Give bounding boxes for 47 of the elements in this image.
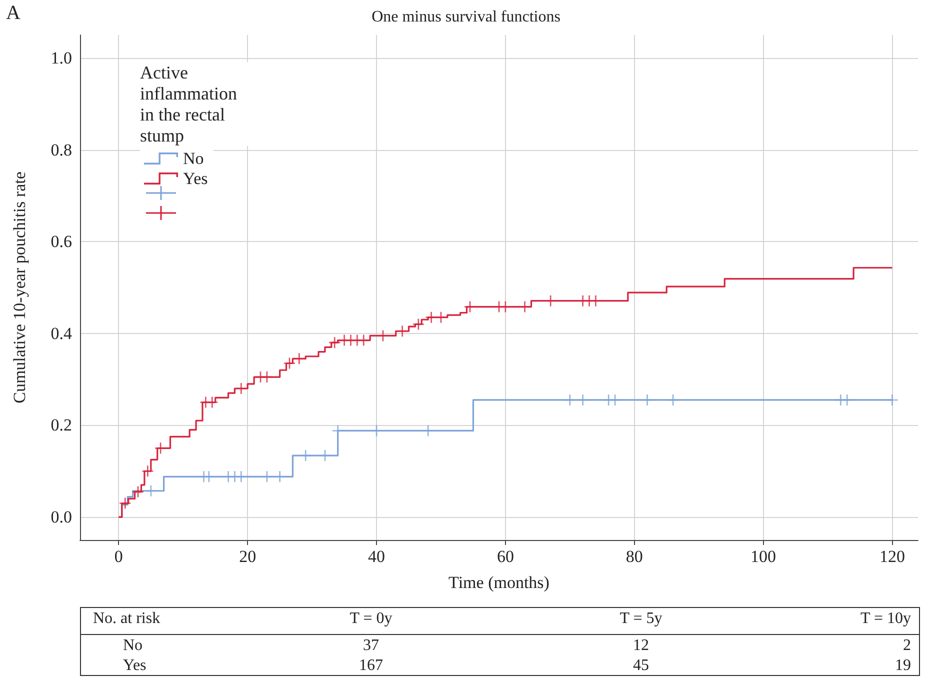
y-tick-label: 0.6 [50, 232, 72, 252]
point [842, 394, 853, 406]
x-tick-label: 60 [496, 547, 514, 566]
y-tick-label: 0.0 [50, 508, 72, 527]
point [145, 485, 156, 496]
y-tick-label: 0.2 [50, 416, 72, 435]
point [577, 394, 588, 406]
text: T = 10y [860, 610, 911, 628]
text: 167 [359, 657, 383, 675]
x-tick-label: 120 [879, 547, 905, 566]
chart-title: One minus survival functions [372, 8, 560, 26]
point [412, 318, 424, 330]
text: No [123, 637, 143, 655]
text: A [6, 2, 20, 25]
point [396, 326, 408, 337]
x-tick-label: 40 [368, 547, 386, 566]
legend-title: Active inflammation in the rectal stump [140, 62, 242, 146]
point [300, 450, 312, 462]
text: T = 5y [620, 610, 662, 628]
y-tick-label: 0.4 [50, 324, 72, 343]
text: 19 [895, 657, 911, 675]
text: No. at risk [93, 610, 160, 628]
point [132, 486, 144, 498]
x-tick-label: 100 [750, 547, 776, 566]
x-tick-label: 80 [626, 547, 643, 566]
point [642, 394, 653, 406]
point [886, 394, 898, 406]
y-axis-title: Cumulative 10-year pouchitis rate [10, 172, 29, 404]
x-tick-label: 20 [239, 547, 256, 566]
point [142, 466, 154, 477]
text: 2 [903, 637, 911, 655]
text: 45 [633, 657, 649, 675]
x-axis-title: Time (months) [448, 573, 550, 592]
text: T = 0y [350, 610, 392, 628]
point [284, 358, 295, 369]
x-tick-label: 0 [114, 547, 123, 566]
point [564, 394, 576, 406]
text: 37 [363, 637, 379, 655]
y-tick-label: 0.8 [50, 140, 72, 160]
legend-label: No [183, 149, 204, 168]
point [329, 337, 340, 348]
legend-label: Yes [183, 169, 208, 188]
text: Yes [123, 657, 146, 675]
text: 12 [633, 637, 649, 655]
point [120, 498, 131, 509]
point [236, 383, 247, 394]
y-tick-label: 1.0 [50, 48, 72, 68]
